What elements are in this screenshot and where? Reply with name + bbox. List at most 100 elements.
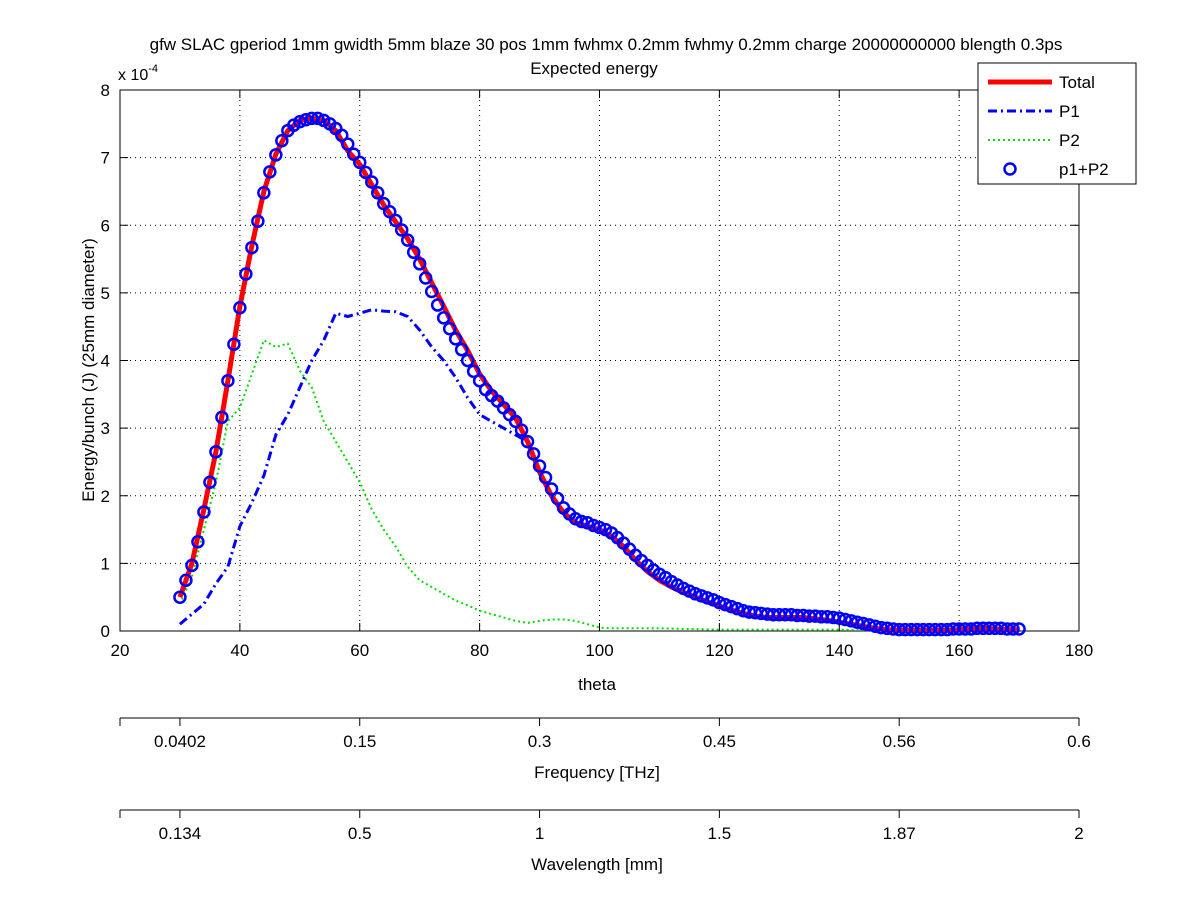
legend-label-total: Total (1059, 73, 1095, 92)
series-p1-p2-point (862, 618, 876, 632)
axis-ticks: 20 40 60 80 100 120 140 160 180 0 1 2 3 4 5 6 7 8 (101, 81, 1094, 660)
series-p1-p2-point (454, 342, 469, 357)
series-p1-p2-point (263, 165, 277, 179)
series-p1-p2-point (370, 186, 385, 200)
y-exponent-power: -4 (148, 63, 158, 75)
legend-label-p1: P1 (1059, 102, 1080, 121)
secondary-axis-tick-label: 0.3 (528, 732, 552, 751)
x-tick-label: 140 (825, 641, 853, 660)
x-tick-label: 40 (230, 641, 249, 660)
secondary-axis-tick-label: 0.45 (703, 732, 736, 751)
series-p1-p2-point (826, 610, 841, 625)
secondary-axis-tick-label: 0.56 (883, 732, 916, 751)
series-p1-p2-point (586, 518, 601, 533)
series-p1-p2-point (442, 321, 457, 336)
secondary-axis-label: Frequency [THz] (534, 763, 660, 782)
series-p1-p2-point (466, 364, 481, 379)
secondary-axis-tick-label: 0.6 (1067, 732, 1091, 751)
legend-label-p1-p2: p1+P2 (1059, 160, 1109, 179)
series-p1-p2-point (526, 447, 541, 461)
legend: Total P1 P2 p1+P2 (977, 62, 1137, 185)
series-p1-p2-point (233, 301, 247, 315)
series-p1-p2-point (574, 514, 589, 529)
series-p1-p2-point (850, 615, 864, 629)
chart-title: gfw SLAC gperiod 1mm gwidth 5mm blaze 30… (150, 35, 1063, 54)
secondary-axis-tick-label: 1 (535, 824, 544, 843)
series-p1-p2-point (394, 223, 409, 237)
y-tick-label: 0 (101, 622, 110, 641)
series-p1-p2-point (197, 505, 211, 519)
series-p1-p2-point (353, 155, 367, 170)
x-tick-label: 20 (111, 641, 130, 660)
grid (120, 90, 1079, 631)
series-p1-p2-point (209, 445, 223, 459)
series-p1-p2-point (700, 591, 715, 605)
x-tick-label: 60 (350, 641, 369, 660)
series-p1-p2-point (550, 491, 565, 506)
y-tick-label: 8 (101, 81, 110, 100)
y-tick-label: 1 (101, 554, 110, 573)
y-tick-label: 3 (101, 419, 110, 438)
series-p1-p2-point (257, 186, 271, 200)
series-p1-p2-point (215, 410, 229, 425)
secondary-axis-tick-label: 1.5 (708, 824, 732, 843)
series-p1-p2-point (269, 148, 283, 162)
series-p1-p2-point (293, 115, 307, 129)
series-p1-p2-point (724, 599, 739, 614)
series-p1-p2-point (245, 240, 259, 255)
series-p1-p2-point (448, 332, 463, 346)
series-p1-p2-point (275, 133, 289, 148)
x-tick-label: 180 (1065, 641, 1093, 660)
series-p1-p2-point (364, 175, 379, 189)
series-p1-p2-point (382, 204, 397, 219)
secondary-axis-tick-label: 1.87 (883, 824, 916, 843)
series-p1-p2-point (532, 459, 547, 473)
series-p1-p2-point (341, 137, 355, 151)
series-p1-p2-point (406, 245, 421, 260)
series-p1-p2-point (544, 482, 559, 496)
y-tick-label: 2 (101, 487, 110, 506)
y-tick-label: 4 (101, 352, 110, 371)
series-p1-p2-point (868, 619, 882, 634)
series-p1-p2-point (694, 589, 709, 603)
y-tick-label: 7 (101, 149, 110, 168)
legend-swatch-p1-p2 (1003, 162, 1017, 176)
secondary-axis-tick-label: 0.5 (348, 824, 372, 843)
x-tick-label: 120 (705, 641, 733, 660)
y-tick-label: 5 (101, 284, 110, 303)
series-p1-p2-point (173, 590, 187, 604)
series-p1-p2-point (436, 311, 451, 325)
series-p1-p2-point (712, 595, 727, 610)
series-p1-p2-point (227, 337, 241, 352)
x-tick-label: 160 (945, 641, 973, 660)
secondary-axis-label: Wavelength [mm] (531, 855, 663, 874)
legend-label-p2: P2 (1059, 131, 1080, 150)
series-p1-p2-point (388, 213, 403, 228)
series-p1-p2-point (718, 597, 733, 612)
series-p1-p2-point (730, 601, 745, 616)
y-tick-label: 6 (101, 216, 110, 235)
x-tick-label: 100 (585, 641, 613, 660)
series-p1-p2-point (179, 573, 193, 588)
series-p1-p2-point (221, 374, 235, 388)
series-p1-p2-point (239, 267, 253, 281)
series-p1-p2-markers (173, 111, 1026, 637)
chart-subtitle: Expected energy (530, 59, 658, 78)
series-p1-p2-point (430, 298, 445, 312)
series-layer (173, 111, 1026, 637)
series-p1-p2-point (856, 616, 870, 631)
y-exponent-label: x 10-4 (118, 63, 158, 84)
series-p1-p2-point (311, 111, 325, 126)
series-p1-p2-point (472, 374, 487, 388)
secondary-axis-tick-label: 0.15 (343, 732, 376, 751)
secondary-axis-tick-label: 0.134 (159, 824, 202, 843)
series-p1-p2-point (251, 214, 265, 228)
secondary-axis-tick-label: 2 (1074, 824, 1083, 843)
series-p1-p2-point (335, 128, 349, 143)
series-p1-p2-point (592, 520, 607, 535)
y-axis-label: Energy/bunch (J) (25mm diameter) (79, 238, 98, 502)
series-p1-p2-point (688, 587, 703, 601)
secondary-axes: 0.0402 0.15 0.3 0.45 0.56 0.6 Frequency [THz] 0… (119, 717, 1091, 874)
series-p1-p2-point (832, 611, 846, 625)
